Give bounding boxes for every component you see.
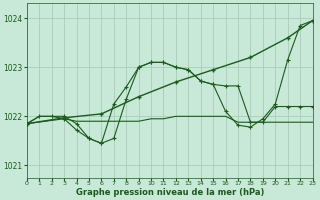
X-axis label: Graphe pression niveau de la mer (hPa): Graphe pression niveau de la mer (hPa) — [76, 188, 264, 197]
